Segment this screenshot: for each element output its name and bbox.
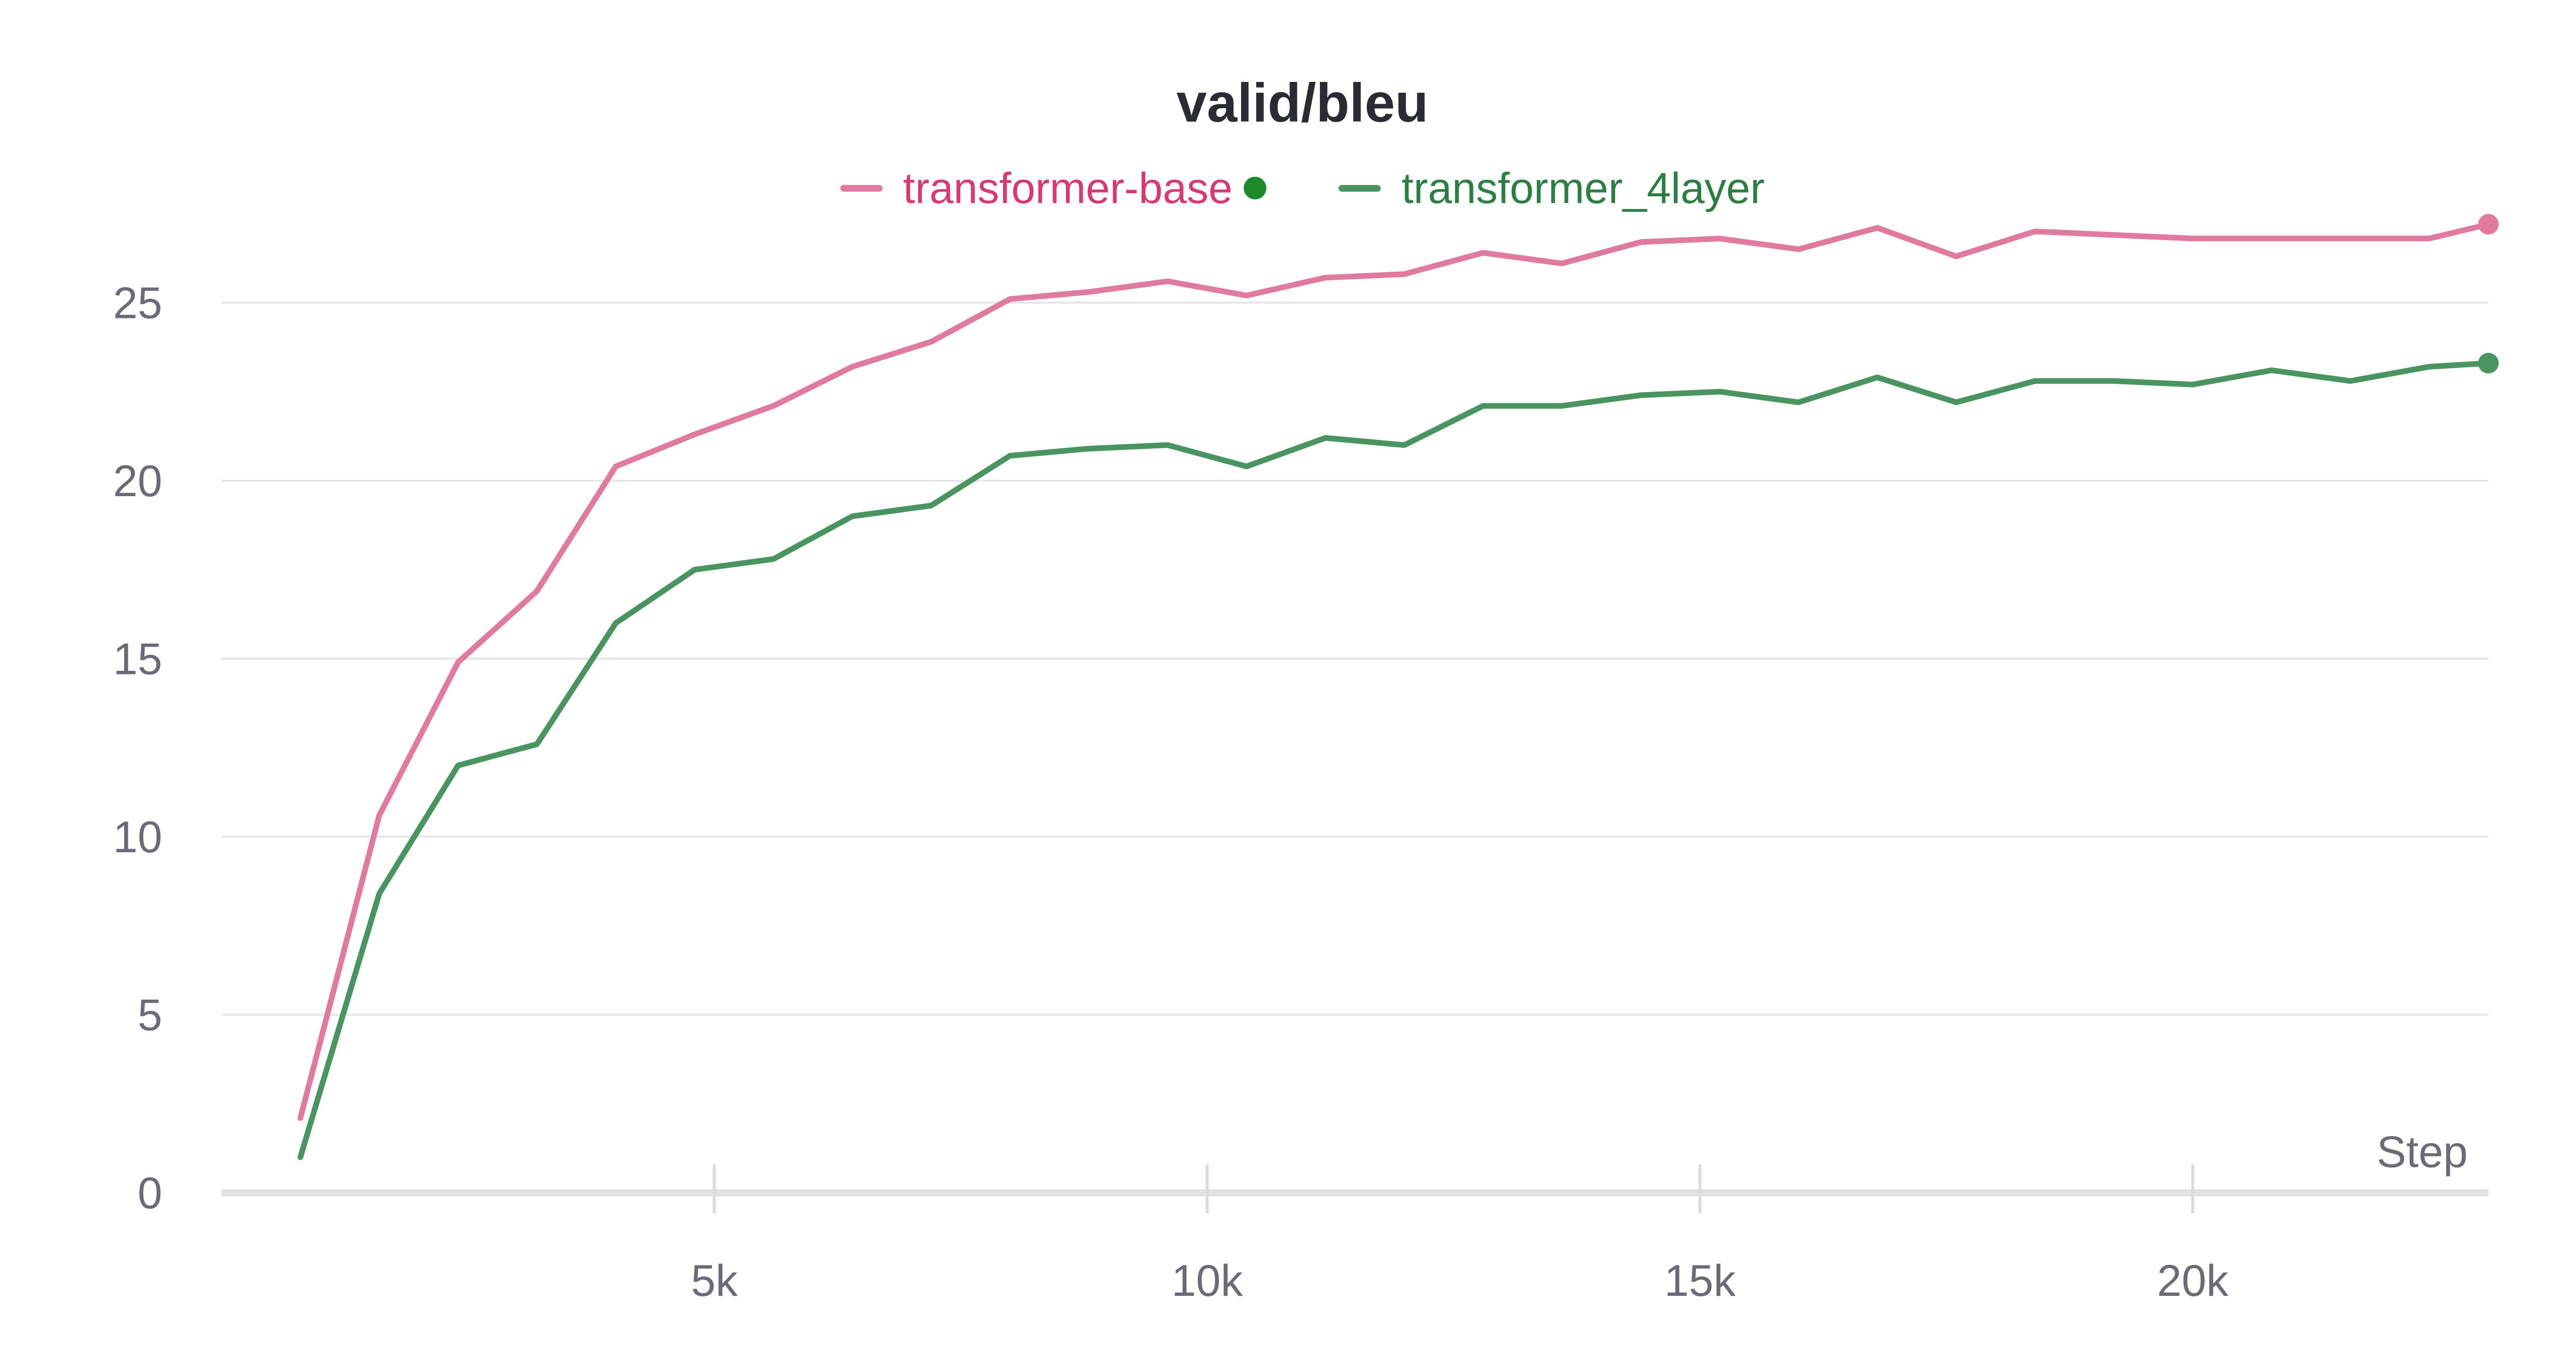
legend-label-transformer-4layer: transformer_4layer [1401,163,1765,212]
legend-label-transformer-base: transformer-base [903,163,1233,212]
y-tick-label-0: 0 [138,1169,162,1218]
y-tick-label-10: 10 [113,813,162,862]
series-endpoint-transformer-4layer [2478,352,2499,374]
x-tick-label-10k: 10k [1172,1256,1244,1306]
chart-title: valid/bleu [1176,73,1429,133]
y-tick-label-20: 20 [113,457,162,506]
y-tick-label-5: 5 [138,990,162,1040]
y-tick-label-25: 25 [113,278,162,328]
legend-item-transformer-base[interactable]: transformer-base [840,163,1267,213]
series-line-transformer-4layer [297,360,2492,1160]
legend: transformer-base transformer_4layer [0,157,2576,219]
legend-swatch-transformer-4layer [1338,184,1381,192]
legend-item-transformer-4layer[interactable]: transformer_4layer [1338,163,1765,213]
x-tick-label-20k: 20k [2157,1256,2229,1306]
x-tick-label-15k: 15k [1664,1256,1736,1306]
series-endpoint-transformer-base [2478,214,2499,235]
y-tick-label-15: 15 [113,634,162,684]
x-tick-label-5k: 5k [691,1256,738,1306]
legend-swatch-transformer-base [840,184,883,192]
series-line-transformer-base [297,221,2492,1121]
x-axis-label: Step [2377,1127,2468,1177]
status-dot-icon [1244,177,1267,199]
